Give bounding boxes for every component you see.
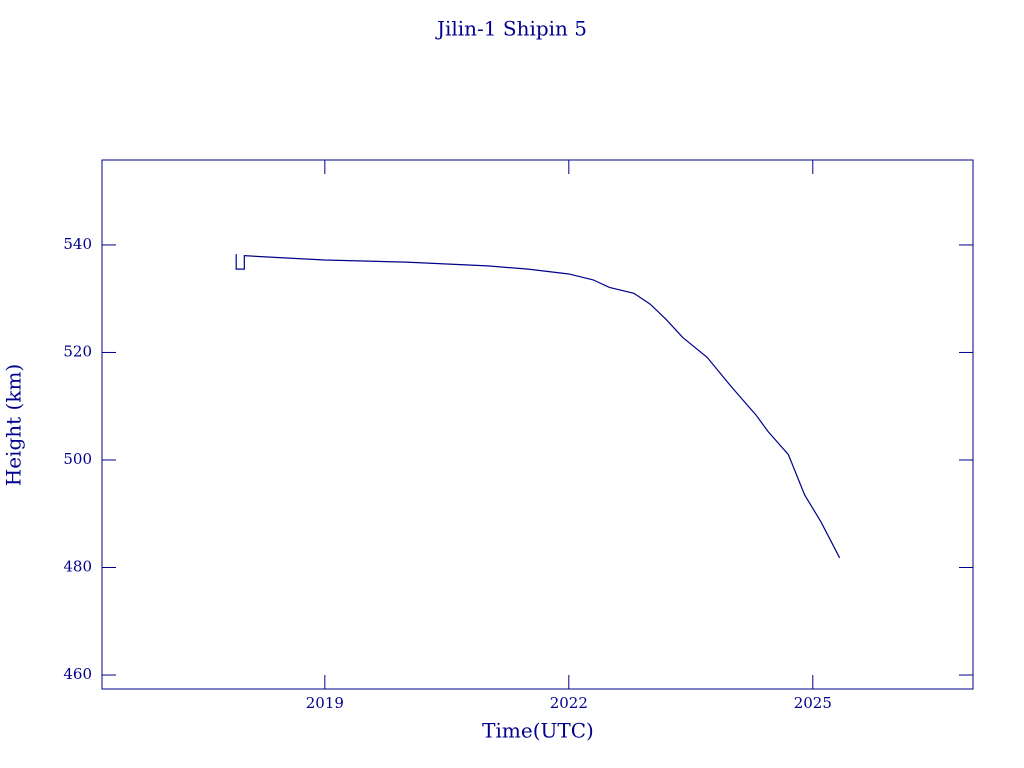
y-tick-label: 520 (63, 342, 92, 360)
y-tick-label: 460 (63, 665, 92, 683)
y-tick-label: 500 (63, 450, 92, 468)
y-tick-label: 480 (63, 558, 92, 576)
chart-title: Jilin-1 Shipin 5 (435, 17, 587, 41)
x-tick-label: 2022 (550, 694, 588, 712)
y-axis-label: Height (km) (2, 364, 26, 486)
data-line (235, 254, 841, 559)
x-tick-label: 2025 (794, 694, 832, 712)
plot-frame (101, 159, 974, 690)
x-tick-label: 2019 (306, 694, 344, 712)
y-tick-label: 540 (63, 235, 92, 253)
x-axis-label: Time(UTC) (482, 719, 594, 743)
